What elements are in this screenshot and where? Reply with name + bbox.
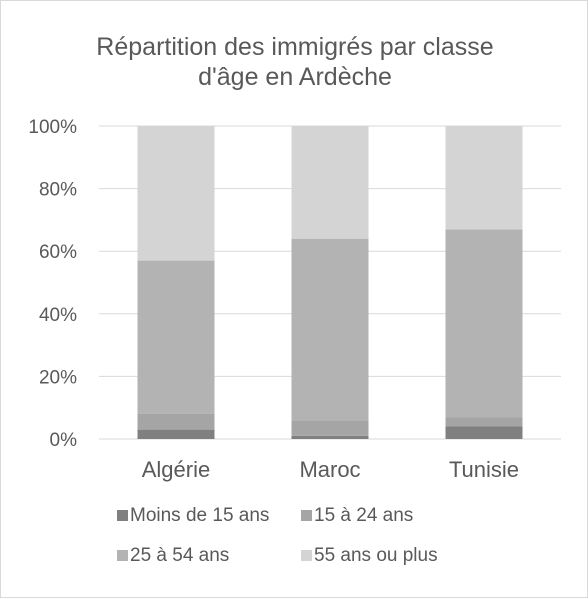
bar-segment [291, 238, 369, 421]
bar-segment [445, 229, 523, 418]
chart-title-line-1: Répartition des immigrés par classe [96, 33, 493, 61]
legend-swatch [301, 510, 312, 521]
legend-swatch [117, 510, 128, 521]
legend-swatch [301, 550, 312, 561]
x-category-label: Tunisie [449, 457, 519, 482]
bar-segment [137, 260, 215, 414]
bar-segment [445, 126, 523, 230]
bar-segment [291, 126, 369, 239]
legend-label: 55 ans ou plus [314, 545, 438, 566]
bar-segment [445, 426, 523, 439]
y-tick-label: 0% [50, 430, 78, 451]
bar-segment [291, 420, 369, 436]
y-tick-label: 60% [39, 242, 77, 263]
legend-label: 15 à 24 ans [314, 505, 413, 526]
legend-label: 25 à 54 ans [130, 545, 229, 566]
y-tick-label: 20% [39, 367, 77, 388]
legend-label: Moins de 15 ans [130, 505, 269, 526]
y-tick-label: 40% [39, 305, 77, 326]
bar-segment [291, 435, 369, 439]
y-tick-label: 100% [28, 117, 77, 138]
bar-segment [137, 126, 215, 261]
legend-swatch [117, 550, 128, 561]
y-tick-label: 80% [39, 180, 77, 201]
x-category-label: Maroc [299, 457, 360, 482]
x-category-label: Algérie [142, 457, 210, 482]
chart-title-line-2: d'âge en Ardèche [198, 63, 392, 91]
bar-segment [445, 417, 523, 427]
bar-segment [137, 413, 215, 430]
bar-segment [137, 429, 215, 439]
